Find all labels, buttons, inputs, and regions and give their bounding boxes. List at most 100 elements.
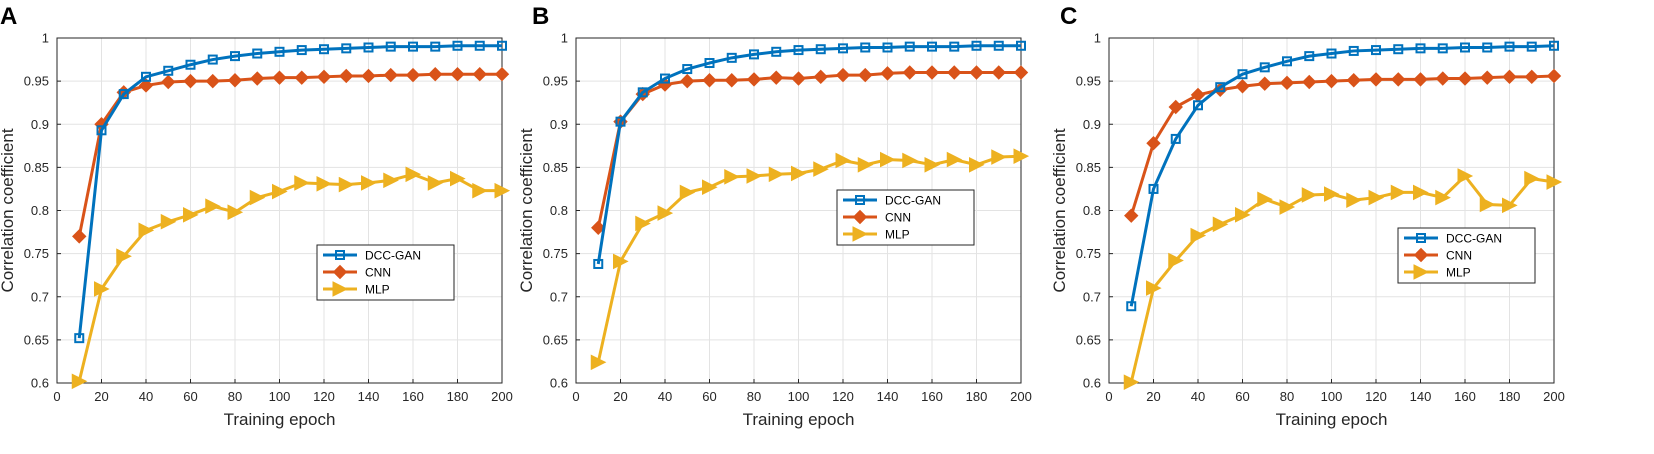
dcc-gan-point bbox=[1193, 100, 1203, 111]
mlp-point bbox=[1324, 186, 1340, 202]
mlp-point bbox=[1301, 187, 1318, 203]
dcc-gan-point bbox=[430, 41, 441, 52]
mlp-point bbox=[1546, 174, 1563, 190]
dcc-gan-point bbox=[1371, 45, 1381, 56]
dcc-gan-point bbox=[252, 48, 263, 59]
y-tick-label: 1 bbox=[1094, 31, 1101, 46]
dcc-gan-point bbox=[593, 258, 604, 269]
cnn-point bbox=[494, 67, 510, 82]
dcc-gan-point bbox=[1504, 41, 1515, 52]
mlp-point bbox=[613, 253, 629, 270]
mlp-point bbox=[1524, 170, 1540, 187]
mlp-point bbox=[1235, 207, 1251, 223]
x-tick-label: 80 bbox=[228, 389, 242, 404]
legend-label: CNN bbox=[365, 266, 391, 280]
legend-label: CNN bbox=[885, 211, 911, 225]
cnn-point bbox=[702, 73, 717, 88]
mlp-point bbox=[969, 156, 985, 173]
dcc-gan-point bbox=[1348, 45, 1359, 56]
mlp-point bbox=[1123, 374, 1140, 390]
mlp-point bbox=[71, 373, 88, 390]
dcc-gan-point bbox=[274, 46, 285, 57]
mlp-point bbox=[991, 149, 1007, 165]
legend-label: MLP bbox=[365, 283, 390, 297]
cnn-point bbox=[1391, 72, 1406, 87]
cnn-point bbox=[1524, 69, 1539, 85]
mlp-point bbox=[138, 222, 155, 239]
mlp-point bbox=[272, 183, 288, 200]
cnn-point bbox=[902, 65, 917, 80]
x-tick-label: 60 bbox=[183, 389, 197, 404]
x-axis-label: Training epoch bbox=[224, 410, 336, 429]
dcc-gan-point bbox=[1304, 51, 1315, 62]
panel-label: B bbox=[532, 3, 549, 30]
y-tick-label: 0.9 bbox=[1083, 117, 1101, 132]
mlp-point bbox=[902, 152, 918, 169]
cnn-point bbox=[746, 72, 762, 87]
x-tick-label: 180 bbox=[966, 389, 988, 404]
cnn-point bbox=[1480, 70, 1495, 85]
dcc-gan-point bbox=[1482, 42, 1493, 53]
x-tick-label: 120 bbox=[313, 389, 335, 404]
mlp-point bbox=[813, 161, 829, 177]
legend-marker bbox=[1413, 247, 1429, 263]
dcc-gan-point bbox=[96, 125, 107, 136]
cnn-point bbox=[138, 78, 154, 93]
mlp-point bbox=[768, 166, 785, 183]
x-tick-label: 20 bbox=[94, 389, 108, 404]
legend-marker bbox=[852, 226, 869, 242]
y-axis-label: Correlation coefficient bbox=[517, 128, 536, 292]
mlp-point bbox=[316, 175, 333, 192]
dcc-gan-point bbox=[1549, 40, 1559, 51]
y-tick-label: 0.7 bbox=[1083, 289, 1101, 304]
mlp-point bbox=[702, 179, 718, 196]
cnn-point bbox=[835, 67, 851, 83]
cnn-point bbox=[813, 69, 828, 85]
mlp-point bbox=[183, 207, 199, 223]
cnn-point bbox=[1168, 99, 1183, 115]
mlp-point bbox=[116, 248, 132, 265]
mlp-point bbox=[1457, 168, 1474, 184]
panel-a: A 0 20 40 60 80 100 120 140 160 180 200 0.6 0.65 0.7 0.… bbox=[0, 3, 513, 429]
cnn-point bbox=[250, 71, 265, 86]
panel-label: A bbox=[0, 3, 17, 30]
legend-entry-cnn: CNN bbox=[1404, 247, 1472, 263]
x-axis-label: Training epoch bbox=[743, 410, 855, 429]
x-tick-label: 120 bbox=[832, 389, 854, 404]
cnn-point bbox=[1457, 71, 1473, 86]
legend-marker bbox=[332, 281, 349, 297]
dcc-gan-point bbox=[815, 44, 826, 55]
mlp-point bbox=[383, 172, 399, 189]
cnn-point bbox=[428, 67, 443, 82]
legend-label: DCC-GAN bbox=[885, 194, 941, 208]
cnn-point bbox=[383, 67, 398, 83]
mlp-point bbox=[835, 152, 852, 169]
dcc-gan-point bbox=[1237, 69, 1248, 80]
x-tick-label: 60 bbox=[702, 389, 716, 404]
x-tick-label: 80 bbox=[747, 389, 761, 404]
legend-marker bbox=[1413, 264, 1430, 280]
dcc-gan-point bbox=[1215, 82, 1226, 93]
dcc-gan-point bbox=[993, 40, 1004, 51]
legend-entry-mlp: MLP bbox=[1404, 264, 1471, 280]
dcc-gan-point bbox=[341, 43, 352, 54]
legend-entry-mlp: MLP bbox=[323, 281, 390, 297]
mlp-point bbox=[294, 175, 310, 191]
dcc-gan-point bbox=[1393, 44, 1404, 55]
mlp-point bbox=[635, 215, 651, 232]
mlp-point bbox=[427, 175, 444, 191]
dcc-gan-point bbox=[1170, 133, 1181, 144]
dcc-gan-point bbox=[1326, 48, 1337, 59]
cnn-point bbox=[1146, 136, 1161, 151]
dcc-gan-point bbox=[1437, 43, 1448, 54]
dcc-gan-point bbox=[904, 41, 915, 52]
dcc-gan-point bbox=[838, 43, 848, 54]
dcc-gan-point bbox=[704, 58, 715, 69]
mlp-point bbox=[1013, 148, 1030, 164]
legend-label: CNN bbox=[1446, 249, 1472, 263]
cnn-point bbox=[769, 70, 784, 85]
mlp-point bbox=[1502, 197, 1518, 214]
legend: DCC-GAN CNN MLP bbox=[316, 244, 455, 301]
mlp-point bbox=[1146, 280, 1162, 296]
legend-label: MLP bbox=[1446, 266, 1471, 280]
